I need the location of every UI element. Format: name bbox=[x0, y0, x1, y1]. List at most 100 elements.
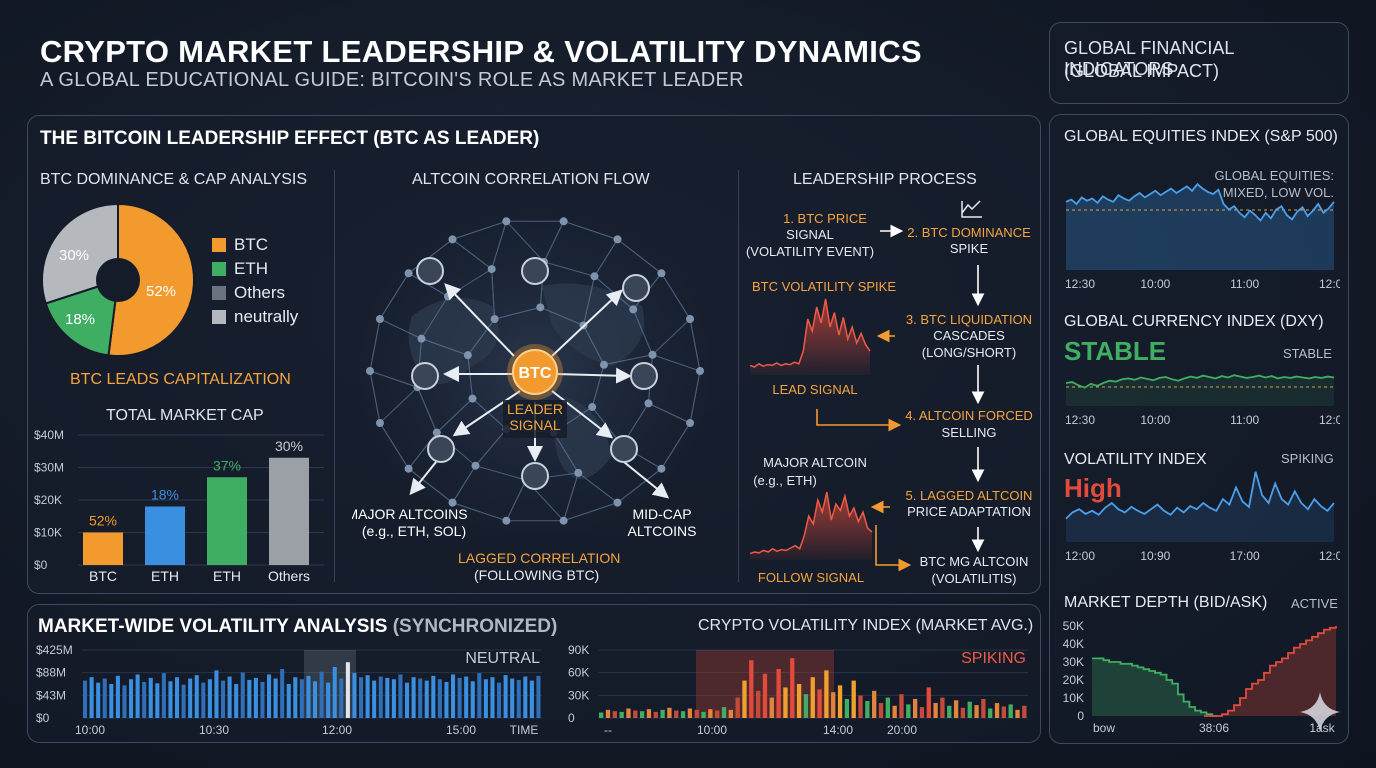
crypto-vix-bar bbox=[994, 703, 1000, 718]
step5-line2: PRICE ADAPTATION bbox=[907, 504, 1031, 519]
mcap-bar bbox=[83, 532, 123, 565]
crypto-vix-chart: 90K 60K 30K 0 -- 10:00 14:00 20:00 SPIKING bbox=[568, 643, 1028, 737]
crypto-vix-bar bbox=[701, 711, 706, 718]
network-link bbox=[689, 370, 701, 424]
network-node bbox=[443, 292, 452, 301]
network-node bbox=[648, 350, 657, 359]
market-vol-bar bbox=[313, 681, 318, 718]
crypto-vix-bar bbox=[776, 669, 781, 718]
volatility-index-value: High bbox=[1064, 473, 1122, 503]
market-vol-bar bbox=[411, 677, 416, 718]
step6-line1: BTC MG ALTCOIN bbox=[919, 554, 1029, 569]
network-link bbox=[452, 238, 492, 270]
network-link bbox=[452, 465, 476, 503]
market-vol-bar bbox=[470, 681, 475, 718]
crypto-vix-bar bbox=[680, 711, 686, 718]
midcap-label: MID-CAP bbox=[632, 506, 691, 522]
market-vol-bar bbox=[260, 681, 265, 718]
global-indicators-box: GLOBAL FINANCIAL INDICATORS (GLOBAL IMPA… bbox=[1049, 22, 1349, 104]
network-node bbox=[490, 315, 499, 324]
network-node bbox=[404, 269, 413, 278]
crypto-vix-bar bbox=[735, 697, 740, 718]
crypto-vix-xtick: -- bbox=[604, 723, 612, 737]
market-vol-bar bbox=[457, 677, 462, 718]
legend-eth: ETH bbox=[212, 259, 268, 279]
crypto-vix-bar bbox=[844, 698, 850, 718]
market-vol-bar bbox=[175, 677, 180, 718]
volatility-index-title: VOLATILITY INDEX bbox=[1064, 451, 1207, 468]
crypto-vix-bar bbox=[790, 658, 795, 718]
market-vol-bar bbox=[345, 662, 350, 718]
network-link bbox=[379, 318, 422, 340]
market-vol-bar bbox=[227, 676, 232, 718]
mcap-bar bbox=[207, 477, 247, 565]
mcap-bar bbox=[145, 506, 185, 565]
legend-others: Others bbox=[212, 283, 285, 303]
volatility-index-xtick: 12:00 bbox=[1065, 549, 1095, 563]
network-node bbox=[613, 498, 622, 507]
market-vol-bar bbox=[109, 684, 114, 718]
market-vol-bar bbox=[385, 677, 390, 718]
market-vol-bar bbox=[188, 678, 193, 718]
mcap-bar-label: 37% bbox=[213, 457, 241, 473]
network-link bbox=[660, 273, 691, 320]
crypto-vix-bar bbox=[926, 687, 931, 718]
dxy-value: STABLE bbox=[1064, 336, 1167, 366]
dxy-line bbox=[1065, 374, 1335, 389]
pie-slice-btc bbox=[107, 202, 195, 357]
crypto-vix-bar bbox=[953, 700, 959, 718]
dxy-xtick: 11:00 bbox=[1230, 413, 1259, 427]
mcap-ytick: $20K bbox=[34, 493, 62, 507]
crypto-vix-bar bbox=[967, 701, 972, 718]
sparkle-icon bbox=[1300, 692, 1340, 732]
mcap-ytick: $0 bbox=[34, 558, 48, 572]
dxy-tag: STABLE bbox=[1283, 346, 1332, 361]
crypto-vix-bar bbox=[612, 711, 617, 718]
network-node bbox=[644, 399, 653, 408]
dxy-line-chart: 12:30 10:00 11:00 12:00 bbox=[1065, 374, 1340, 427]
network-node bbox=[536, 303, 545, 312]
network-link bbox=[617, 238, 662, 274]
crypto-vix-bar bbox=[906, 704, 911, 718]
crypto-vix-bar bbox=[619, 711, 624, 718]
crypto-vix-ytick: 90K bbox=[568, 643, 589, 657]
network-link bbox=[494, 306, 541, 320]
equities-xtick: 12:30 bbox=[1065, 277, 1095, 291]
market-vol-bar bbox=[477, 673, 482, 718]
crypto-vix-bar bbox=[1008, 704, 1013, 718]
market-vol-bar bbox=[529, 680, 534, 718]
network-link bbox=[452, 220, 507, 240]
network-link bbox=[543, 261, 595, 277]
crypto-vix-status: SPIKING bbox=[961, 650, 1026, 667]
volatility-index-line bbox=[1065, 471, 1335, 520]
crypto-vix-bar bbox=[605, 709, 611, 718]
crypto-vix-bar bbox=[667, 707, 672, 718]
lead-signal-label: LEAD SIGNAL bbox=[772, 382, 858, 397]
network-node bbox=[686, 315, 695, 324]
network-link bbox=[417, 387, 438, 433]
crypto-vix-bar bbox=[988, 708, 993, 718]
crypto-vix-bar bbox=[878, 703, 884, 718]
market-vol-bar bbox=[194, 675, 199, 718]
market-cap-title: TOTAL MARKET CAP bbox=[106, 407, 264, 424]
market-vol-bar bbox=[490, 677, 495, 718]
crypto-vix-bar bbox=[762, 673, 768, 718]
market-vol-bar bbox=[497, 682, 502, 718]
network-link bbox=[582, 276, 595, 326]
network-link bbox=[475, 465, 527, 481]
network-link bbox=[632, 309, 653, 355]
crypto-vix-bar bbox=[783, 687, 788, 718]
process-flow bbox=[749, 200, 985, 572]
market-vol-bar bbox=[536, 675, 541, 718]
network-node bbox=[599, 360, 608, 369]
volatility-index-chart: 12:00 10:90 17:00 12:00 bbox=[1065, 471, 1340, 563]
market-vol-bar bbox=[437, 679, 442, 718]
network-node bbox=[686, 418, 695, 427]
process-title: LEADERSHIP PROCESS bbox=[793, 171, 977, 188]
crypto-vix-bar bbox=[919, 707, 925, 718]
depth-bid-line bbox=[1092, 657, 1218, 717]
market-vol-bar bbox=[444, 681, 449, 718]
network-node bbox=[559, 217, 568, 226]
crypto-vix-bar bbox=[1015, 709, 1020, 718]
network-link bbox=[594, 239, 618, 277]
